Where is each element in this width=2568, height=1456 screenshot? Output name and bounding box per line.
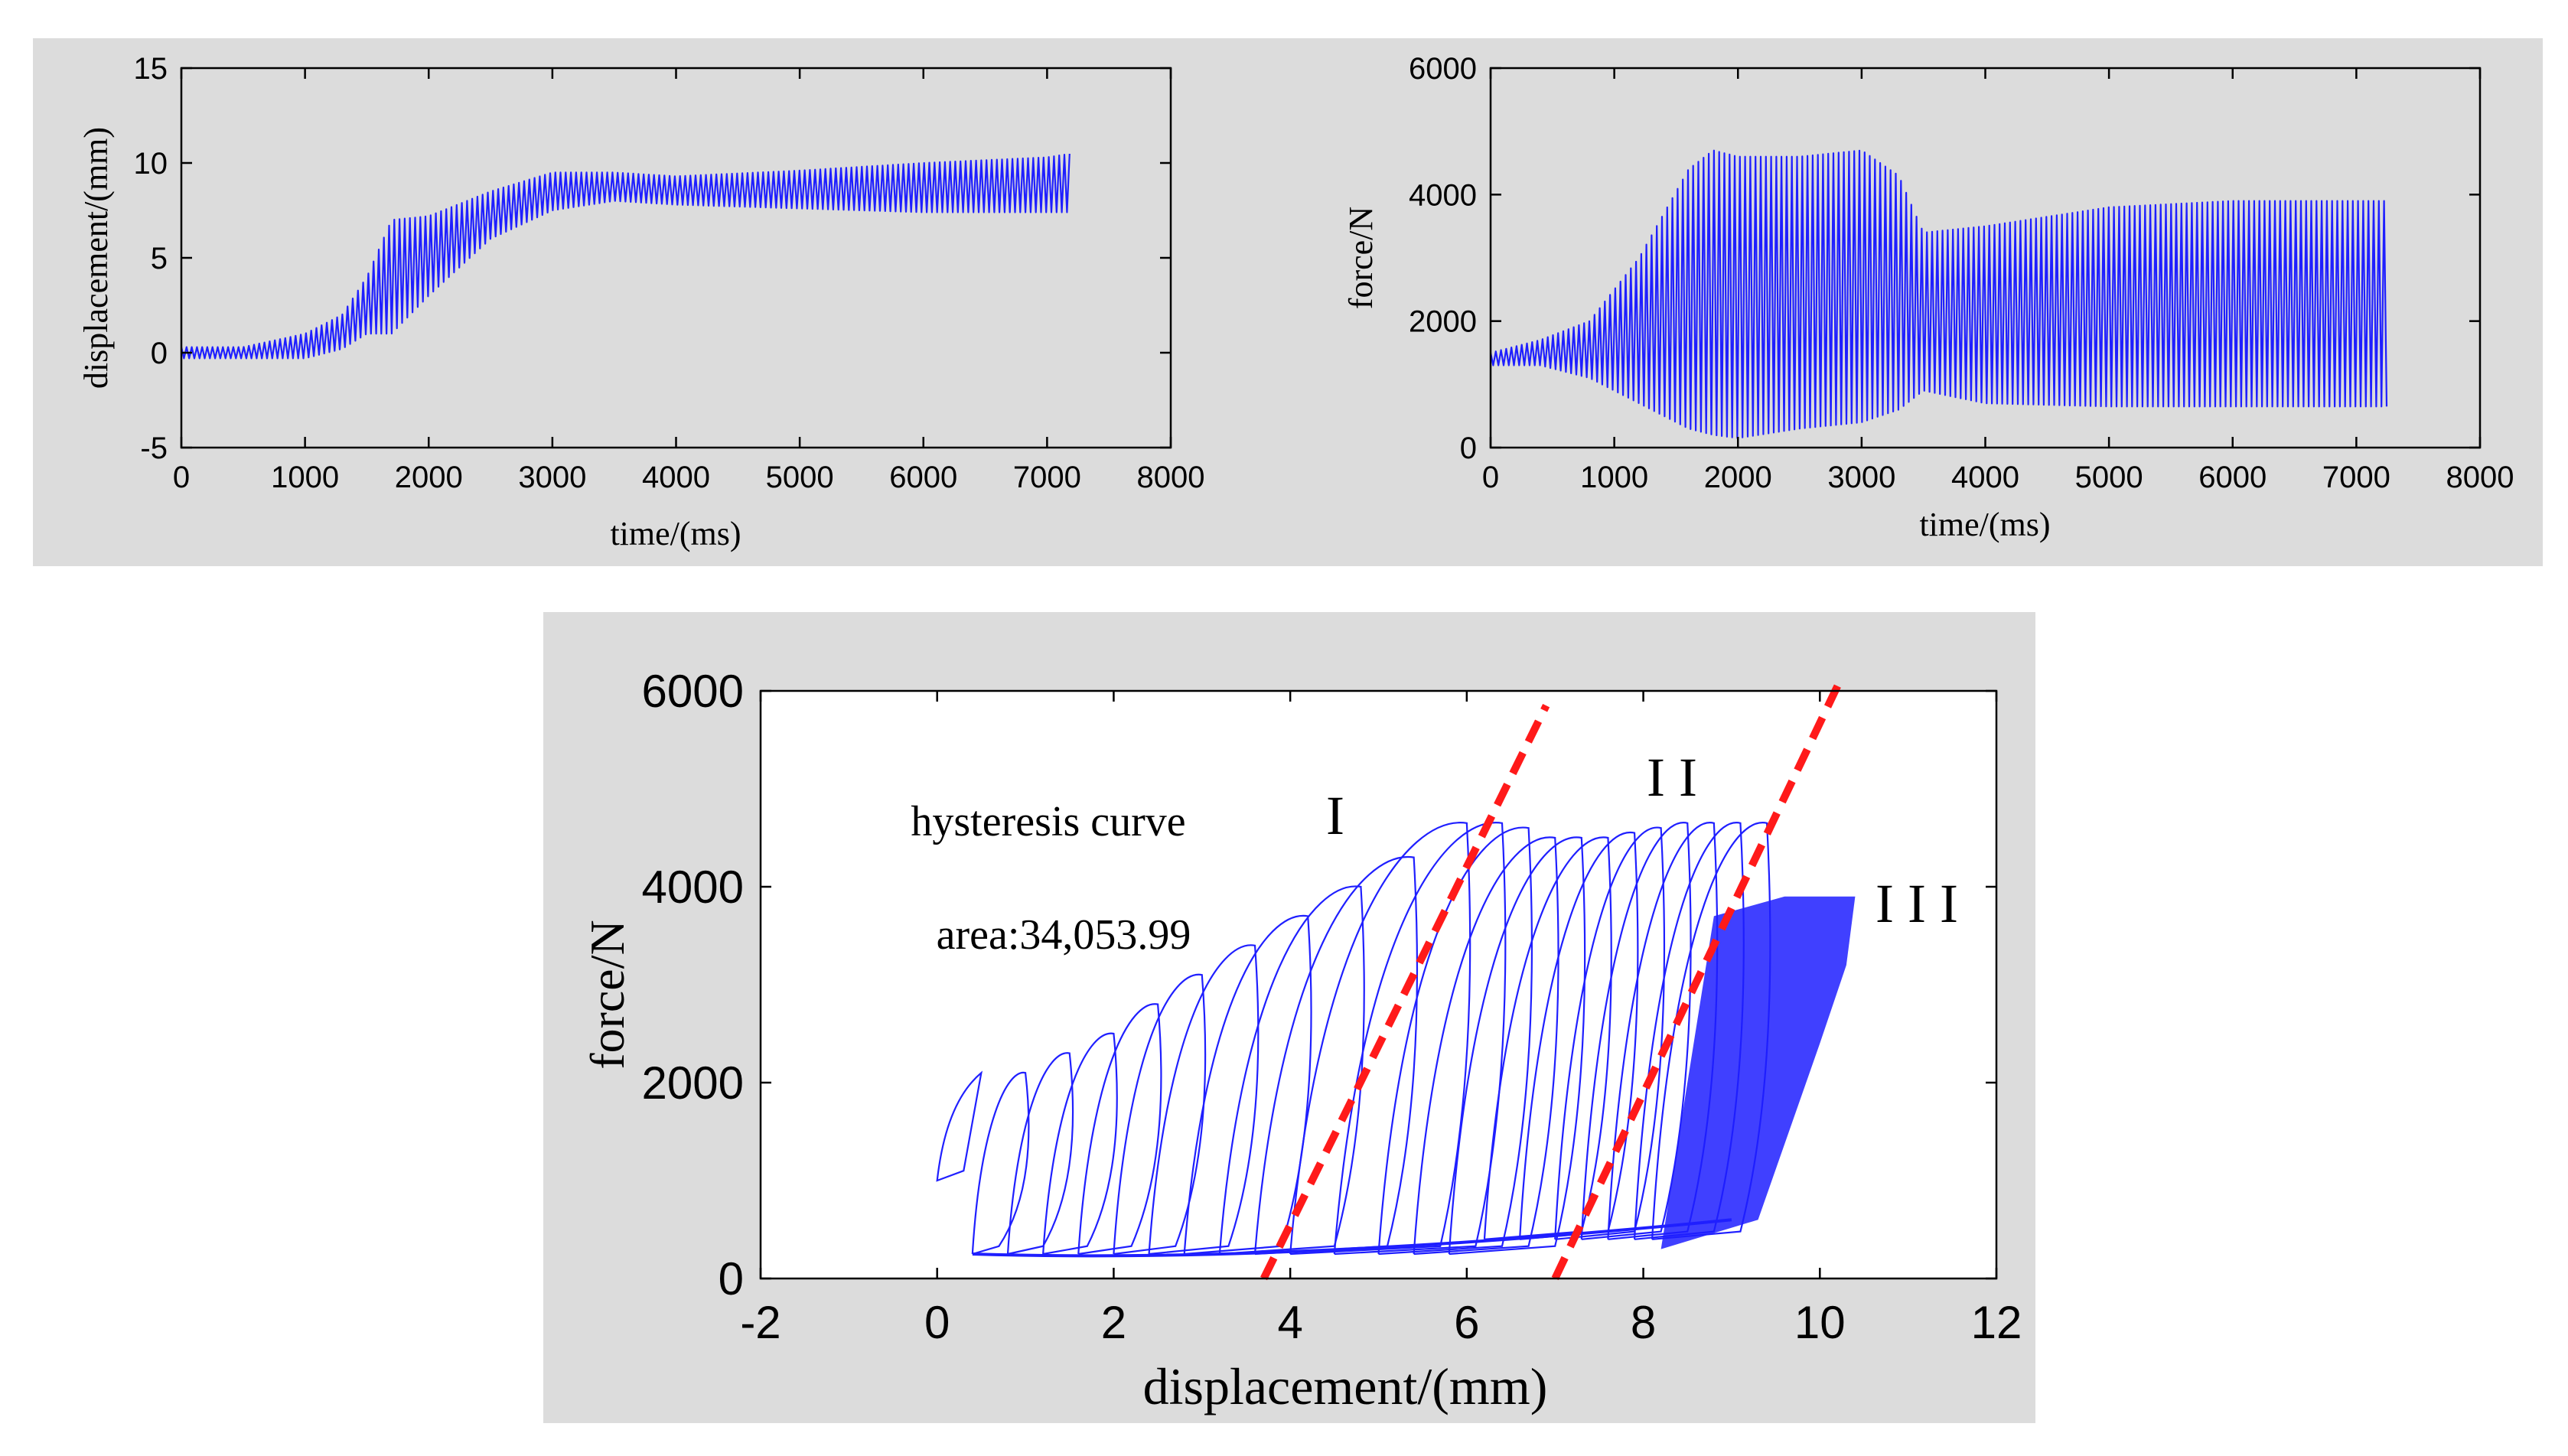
y-axis-title: force/N [580,920,634,1069]
y-tick-label: 4000 [1409,178,1477,212]
region-boundaries [1260,684,1841,1281]
x-tick-label: 4000 [642,461,710,494]
y-tick-label: 10 [134,147,168,181]
annotation-hysteresis-curve: hysteresis curve [911,798,1185,845]
chart-displacement-time: 0 1000 2000 3000 4000 5000 6000 7000 8000-505101… [33,38,1250,566]
x-tick-label: 6000 [889,461,957,494]
annotation-area: area:34,053.99 [937,911,1191,959]
x-tick-label: 5000 [2075,461,2143,494]
hysteresis-loop [971,1071,1030,1256]
y-tick-label: 15 [134,52,168,86]
hysteresis-loop [1413,836,1559,1256]
x-tick-label: 8000 [2446,461,2514,494]
x-axis-title: displacement/(mm) [1143,1357,1548,1415]
x-tick-label: 0 [173,461,190,494]
axis-ticks: 0 1000 2000 3000 4000 5000 6000 7000 8000-505101… [134,52,1205,494]
x-tick-label: 12 [1971,1297,2022,1348]
x-tick-label: 2000 [1704,461,1772,494]
plot-frame [759,689,1998,1280]
region-label-3: I I I [1875,873,1958,934]
x-tick-label: 1000 [1580,461,1648,494]
y-tick-label: 2000 [1409,305,1477,339]
hysteresis-loop [1580,822,1692,1240]
y-tick-label: 0 [1460,432,1477,465]
x-tick-label: 6 [1454,1297,1479,1348]
force-series [1489,149,2388,439]
x-tick-label: 8000 [1137,461,1205,494]
x-tick-label: 3000 [518,461,586,494]
force-trace [1489,149,2388,439]
x-tick-label: 2000 [395,461,463,494]
hysteresis-loop [1483,836,1612,1240]
hysteresis-loop [936,1070,983,1182]
hysteresis-loop [1377,826,1533,1256]
y-axis-title: force/N [1342,207,1380,309]
hysteresis-loop [1554,826,1666,1240]
region-boundary-line [1551,684,1841,1281]
y-tick-label: 0 [719,1253,744,1305]
x-tick-label: 1000 [271,461,339,494]
y-tick-label: 2000 [642,1057,744,1109]
x-tick-label: 0 [924,1297,950,1348]
y-tick-label: 6000 [1409,52,1477,86]
x-axis-title: time/(ms) [610,515,741,552]
chart-force-time: 0 1000 2000 3000 4000 5000 6000 7000 8000 0 2000 40… [1250,38,2543,566]
x-tick-label: 10 [1794,1297,1846,1348]
dense-loop-region [1660,896,1856,1249]
y-tick-label: 4000 [642,862,744,913]
displacement-trace [180,153,1071,360]
hysteresis-loop [1333,822,1507,1256]
hysteresis-loop [1218,885,1365,1256]
panel-background [1250,38,2543,566]
x-tick-label: 3000 [1827,461,1895,494]
region-boundary-line [1260,703,1550,1281]
y-tick-label: 6000 [642,666,744,717]
displacement-series [180,153,1071,360]
hysteresis-loop [1148,944,1260,1256]
hysteresis-loops [936,822,1856,1258]
panel-background [33,38,1250,566]
y-tick-label: 0 [151,337,168,370]
axis-ticks: 0 1000 2000 3000 4000 5000 6000 7000 8000 0 2000 40… [1409,52,2514,494]
hysteresis-loop [1253,855,1419,1256]
x-tick-label: 6000 [2198,461,2267,494]
x-tick-label: 5000 [766,461,834,494]
region-label-2: I I [1647,747,1697,808]
x-tick-label: 7000 [2322,461,2390,494]
x-tick-label: -2 [740,1297,781,1348]
y-tick-label: 5 [151,242,168,275]
hysteresis-loop [1448,836,1586,1256]
x-tick-label: 0 [1482,461,1499,494]
region-label-1: I [1326,785,1344,846]
x-tick-label: 7000 [1013,461,1081,494]
x-axis-title: time/(ms) [1919,506,2050,543]
hysteresis-loop [1042,1032,1118,1256]
x-tick-label: 4 [1277,1297,1302,1348]
hysteresis-loop [1006,1052,1074,1256]
unloading-baseline [972,1218,1732,1258]
y-axis-title: displacement/(mm) [77,127,115,389]
x-tick-label: 4000 [1951,461,2019,494]
y-tick-label: -5 [140,432,168,465]
x-tick-label: 2 [1101,1297,1126,1348]
hysteresis-loop [1113,973,1207,1256]
hysteresis-loop [1077,1003,1162,1256]
x-tick-label: 8 [1631,1297,1656,1348]
